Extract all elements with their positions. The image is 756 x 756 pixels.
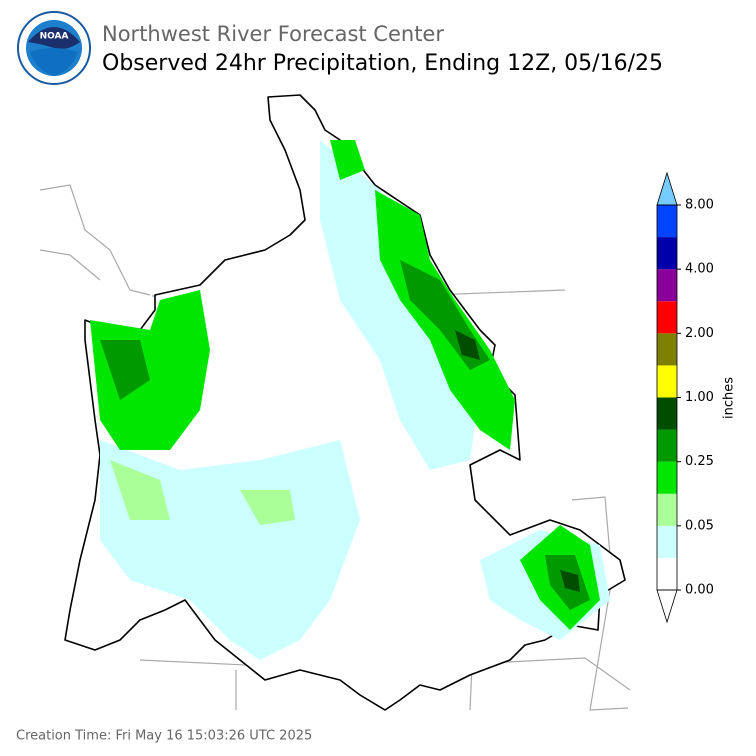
- colorbar-tick-label: 0.00: [685, 583, 714, 598]
- colorbar-under: [656, 589, 678, 624]
- org-name: Northwest River Forecast Center: [102, 22, 444, 46]
- noaa-logo: NOAA: [17, 11, 91, 85]
- colorbar-tick-label: 2.00: [685, 326, 714, 341]
- colorbar-tick-label: 0.05: [685, 518, 714, 533]
- colorbar-segment: [657, 237, 677, 270]
- precip-areas: [90, 140, 610, 660]
- colorbar-segment: [657, 493, 677, 526]
- colorbar-over: [656, 171, 678, 206]
- colorbar: 0.00 0.05 0.25 1.00 2.00 4.00 8.00: [656, 171, 714, 624]
- map-title: Observed 24hr Precipitation, Ending 12Z,…: [102, 51, 663, 76]
- colorbar-segment: [657, 525, 677, 558]
- map: [39, 94, 631, 711]
- colorbar-tick-label: 8.00: [685, 198, 714, 213]
- colorbar-segment: [657, 397, 677, 430]
- colorbar-tick-label: 0.25: [685, 454, 714, 469]
- colorbar-segment: [657, 461, 677, 494]
- colorbar-segment: [657, 429, 677, 462]
- colorbar-segment: [657, 269, 677, 302]
- colorbar-label: inches: [722, 377, 737, 419]
- colorbar-segment: [657, 557, 677, 590]
- colorbar-segment: [657, 301, 677, 334]
- colorbar-segment: [657, 333, 677, 366]
- logo-text: NOAA: [40, 32, 69, 42]
- colorbar-segment: [657, 205, 677, 238]
- creation-time: Creation Time: Fri May 16 15:03:26 UTC 2…: [16, 729, 312, 744]
- colorbar-tick-label: 1.00: [685, 390, 714, 405]
- colorbar-segment: [657, 365, 677, 398]
- colorbar-tick-label: 4.00: [685, 262, 714, 277]
